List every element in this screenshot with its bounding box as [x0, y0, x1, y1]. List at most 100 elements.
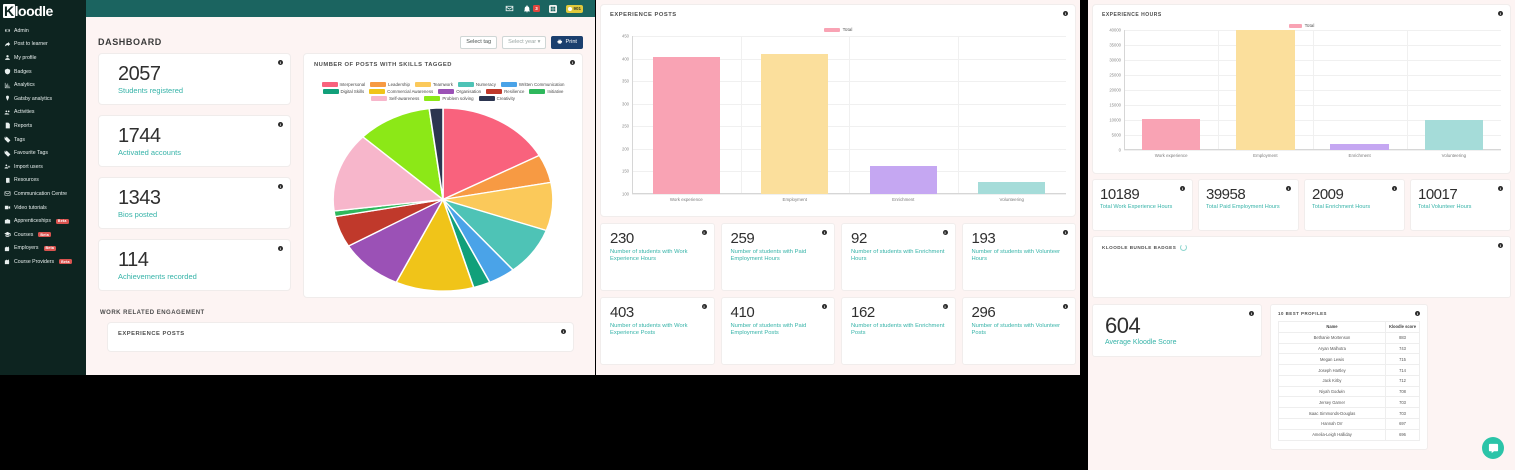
bar[interactable] — [1141, 119, 1201, 150]
sidebar-item-resources[interactable]: Resources — [0, 174, 86, 188]
sidebar-item-post-to-learner[interactable]: Post to learner — [0, 38, 86, 52]
sidebar-item-admin[interactable]: Admin — [0, 24, 86, 38]
briefcase-icon — [4, 218, 11, 225]
table-row[interactable]: Jersey Garner 703 — [1278, 396, 1420, 409]
stat-label: Activated accounts — [118, 148, 181, 157]
info-icon[interactable]: i — [942, 304, 948, 309]
select-year-dropdown[interactable]: Select year ▾ — [502, 35, 547, 49]
sidebar-item-communication-centre[interactable]: Communication Centre — [0, 187, 86, 201]
pie-slice[interactable] — [361, 107, 445, 202]
legend-swatch — [478, 96, 495, 101]
sidebar-item-courses[interactable]: Courses Beta — [0, 228, 86, 242]
sidebar-item-favourite-tags[interactable]: Favourite Tags — [0, 146, 86, 160]
coins-badge[interactable]: 901 — [565, 4, 583, 13]
apps-icon[interactable] — [548, 4, 557, 13]
table-row[interactable]: Jack Kirby 712 — [1278, 374, 1420, 387]
pie-slice[interactable] — [395, 197, 475, 292]
beta-badge: Beta — [43, 245, 57, 251]
bar[interactable] — [1330, 143, 1389, 150]
info-icon[interactable]: i — [822, 230, 827, 235]
left-columns: i 2057 Students registered i 1744 Activated a… — [98, 53, 583, 298]
best-profiles-table: Name Kloodle score Bethanie Mortenson 883 A… — [1278, 321, 1420, 441]
bell-icon[interactable] — [523, 4, 531, 13]
badges-title: KLOODLE BUNDLE BADGES — [1102, 245, 1177, 250]
legend-swatch-total — [823, 27, 840, 32]
sidebar-item-badges[interactable]: Badges — [0, 65, 86, 79]
info-icon[interactable]: i — [1180, 186, 1185, 191]
plot-gridlines: 40000 35000 30000 25000 20000 15000 10000 5000 0 — [1109, 28, 1501, 153]
info-icon[interactable]: i — [942, 230, 948, 235]
info-icon[interactable]: i — [1063, 304, 1068, 309]
table-row[interactable]: Isaac Simmonds-Douglas 703 — [1278, 407, 1420, 420]
table-row[interactable]: Amelia-Leigh Halliday 696 — [1278, 428, 1420, 441]
gridline — [1124, 150, 1501, 151]
select-tag-button[interactable]: Select tag — [460, 35, 498, 49]
info-icon[interactable]: i — [1415, 311, 1420, 316]
sidebar-item-course-providers[interactable]: Course Providers Beta — [0, 255, 86, 269]
pie-slice[interactable] — [428, 107, 444, 200]
sidebar-item-gatsby-analytics[interactable]: Gatsby analytics — [0, 92, 86, 106]
table-column-header: Name — [1278, 321, 1386, 333]
bar[interactable] — [1236, 30, 1295, 150]
notification-badge[interactable]: 3 — [532, 5, 540, 12]
beta-badge: Beta — [59, 259, 72, 265]
sidebar-item-reports[interactable]: Reports — [0, 119, 86, 133]
info-icon[interactable]: i — [561, 329, 566, 334]
bar[interactable] — [869, 166, 937, 194]
plot-gridlines: 450 400 350 300 250 200 150 100 — [622, 34, 1066, 197]
pie-slice[interactable] — [442, 107, 541, 201]
sidebar-item-video-tutorials[interactable]: Video tutorials — [0, 201, 86, 215]
experience-posts-section-card: i EXPERIENCE POSTS — [107, 322, 574, 352]
envelope-icon[interactable] — [505, 4, 514, 13]
pie-slice[interactable] — [332, 135, 445, 212]
info-icon[interactable]: i — [278, 122, 283, 127]
sidebar-item-activities[interactable]: Activities — [0, 106, 86, 120]
print-button[interactable]: Print — [551, 35, 583, 49]
info-icon[interactable]: i — [822, 304, 827, 309]
info-icon[interactable]: i — [1286, 186, 1291, 191]
info-icon[interactable]: i — [278, 184, 283, 189]
legend-label: Interpersonal — [339, 82, 366, 87]
info-icon[interactable]: i — [1249, 311, 1254, 316]
info-icon[interactable]: i — [701, 230, 707, 235]
sidebar-item-import-users[interactable]: Import users — [0, 160, 86, 174]
info-icon[interactable]: i — [278, 60, 283, 65]
legend-label: Creativity — [496, 96, 515, 101]
table-row[interactable]: Joseph Hartley 714 — [1278, 364, 1420, 376]
sidebar-item-tags[interactable]: Tags — [0, 133, 86, 147]
table-row[interactable]: Megan Lewis 715 — [1278, 353, 1420, 366]
info-icon[interactable]: i — [1392, 186, 1397, 191]
average-score-value: 604 — [1105, 313, 1141, 338]
sidebar-item-apprenticeships[interactable]: Apprenticeships Beta — [0, 214, 86, 228]
y-axis-tick: 25000 — [1109, 72, 1121, 78]
legend-item: Leadership — [370, 82, 410, 87]
table-row[interactable]: Aryan Malhotra 743 — [1278, 342, 1420, 355]
notifications-group[interactable]: 3 — [523, 4, 540, 13]
sidebar-item-employers[interactable]: Employers Beta — [0, 242, 86, 256]
gridline — [957, 36, 959, 194]
sidebar-item-my-profile[interactable]: My profile — [0, 51, 86, 65]
info-icon[interactable]: i — [1063, 11, 1068, 16]
legend-label: Problem solving — [442, 96, 474, 101]
chat-widget-button[interactable] — [1482, 437, 1504, 459]
info-icon[interactable]: i — [701, 304, 707, 309]
bar[interactable] — [1424, 119, 1484, 150]
table-row[interactable]: Niyah Godwin 708 — [1278, 385, 1420, 398]
bar[interactable] — [652, 57, 720, 194]
info-icon[interactable]: i — [1063, 230, 1068, 235]
info-icon[interactable]: i — [278, 246, 283, 251]
gridline — [740, 36, 742, 194]
table-row[interactable]: Bethanie Mortenson 883 — [1278, 331, 1420, 344]
info-icon[interactable]: i — [1498, 186, 1503, 191]
info-icon[interactable]: i — [1498, 11, 1503, 16]
info-icon[interactable]: i — [1498, 243, 1503, 248]
sidebar-item-label: Course Providers — [14, 258, 55, 265]
profile-score: 696 — [1385, 428, 1420, 441]
bar[interactable] — [978, 182, 1046, 194]
sidebar-item-analytics[interactable]: Analytics — [0, 78, 86, 92]
bar[interactable] — [761, 54, 829, 194]
info-icon[interactable]: i — [570, 60, 575, 65]
table-row[interactable]: Hannah Orr 697 — [1278, 418, 1420, 430]
